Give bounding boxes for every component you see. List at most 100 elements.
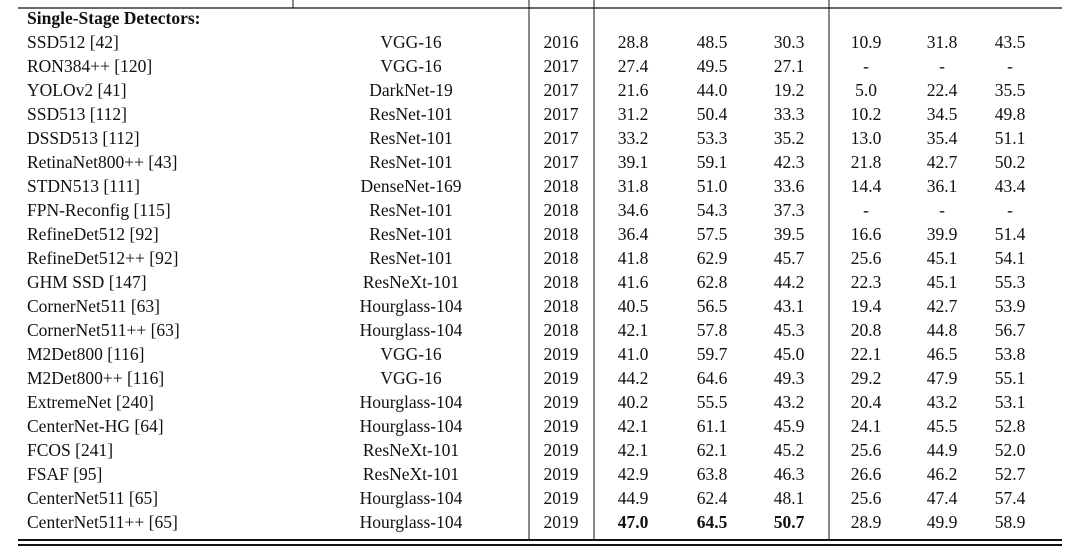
ap-cell: 42.1 [618,320,649,340]
ap50-cell: 59.1 [697,152,728,172]
method-cell: ExtremeNet [240] [27,392,154,412]
backbone-cell: DenseNet-169 [360,176,461,196]
method-cell: CornerNet511++ [63] [27,320,180,340]
backbone-cell: VGG-16 [380,368,441,388]
ap75-cell: 45.3 [774,320,805,340]
ap-large-cell: 52.0 [995,440,1026,460]
ap-medium-cell: 34.5 [927,104,958,124]
ap-cell: 36.4 [618,224,649,244]
ap75-cell: 33.3 [774,104,805,124]
backbone-cell: ResNet-101 [369,104,453,124]
year-cell: 2017 [544,152,579,172]
year-cell: 2019 [544,512,579,532]
backbone-cell: Hourglass-104 [360,296,463,316]
ap50-cell: 63.8 [697,464,728,484]
ap75-cell: 46.3 [774,464,805,484]
method-cell: STDN513 [111] [27,176,140,196]
ap-cell: 47.0 [618,512,649,532]
backbone-cell: ResNeXt-101 [363,272,459,292]
method-cell: CenterNet-HG [64] [27,416,164,436]
ap-medium-cell: 47.9 [927,368,958,388]
ap-small-cell: 5.0 [855,80,877,100]
ap-small-cell: 13.0 [851,128,882,148]
backbone-cell: ResNet-101 [369,152,453,172]
backbone-cell: ResNeXt-101 [363,464,459,484]
ap-medium-cell: 47.4 [927,488,958,508]
ap75-cell: 45.0 [774,344,805,364]
ap-medium-cell: 42.7 [927,152,958,172]
ap-medium-cell: 45.1 [927,248,958,268]
ap-cell: 42.1 [618,440,649,460]
ap-large-cell: 49.8 [995,104,1026,124]
ap50-cell: 56.5 [697,296,728,316]
ap50-cell: 64.6 [697,368,728,388]
method-cell: RON384++ [120] [27,56,152,76]
ap75-cell: 27.1 [774,56,805,76]
ap75-cell: 42.3 [774,152,805,172]
ap-cell: 31.8 [618,176,649,196]
ap-small-cell: 10.9 [851,32,882,52]
year-cell: 2018 [544,200,579,220]
ap75-cell: 43.2 [774,392,805,412]
ap-medium-cell: 35.4 [927,128,958,148]
backbone-cell: Hourglass-104 [360,392,463,412]
ap50-cell: 62.9 [697,248,728,268]
method-cell: FSAF [95] [27,464,102,484]
ap-medium-cell: 45.5 [927,416,958,436]
year-cell: 2018 [544,320,579,340]
ap-cell: 41.6 [618,272,649,292]
ap50-cell: 55.5 [697,392,728,412]
backbone-cell: ResNet-101 [369,128,453,148]
method-cell: YOLOv2 [41] [27,80,127,100]
year-cell: 2018 [544,224,579,244]
ap-small-cell: 22.1 [851,344,882,364]
ap50-cell: 62.1 [697,440,728,460]
backbone-cell: VGG-16 [380,344,441,364]
ap75-cell: 45.7 [774,248,805,268]
ap-small-cell: 16.6 [851,224,882,244]
backbone-cell: Hourglass-104 [360,512,463,532]
backbone-cell: ResNet-101 [369,224,453,244]
backbone-cell: Hourglass-104 [360,488,463,508]
ap50-cell: 54.3 [697,200,728,220]
ap-medium-cell: 49.9 [927,512,958,532]
backbone-cell: Hourglass-104 [360,320,463,340]
ap-cell: 40.2 [618,392,649,412]
ap50-cell: 51.0 [697,176,728,196]
year-cell: 2019 [544,464,579,484]
ap-small-cell: 10.2 [851,104,882,124]
year-cell: 2018 [544,176,579,196]
year-cell: 2019 [544,416,579,436]
method-cell: M2Det800++ [116] [27,368,164,388]
ap-small-cell: - [863,56,869,76]
ap75-cell: 19.2 [774,80,805,100]
ap-large-cell: 35.5 [995,80,1026,100]
year-cell: 2019 [544,368,579,388]
ap75-cell: 45.9 [774,416,805,436]
ap50-cell: 61.1 [697,416,728,436]
year-cell: 2018 [544,248,579,268]
ap-medium-cell: 39.9 [927,224,958,244]
ap75-cell: 35.2 [774,128,805,148]
ap-medium-cell: 31.8 [927,32,958,52]
ap-medium-cell: - [939,56,945,76]
ap-small-cell: 19.4 [851,296,882,316]
backbone-cell: ResNet-101 [369,248,453,268]
ap-cell: 40.5 [618,296,649,316]
ap-cell: 44.2 [618,368,649,388]
method-cell: SSD513 [112] [27,104,127,124]
ap-small-cell: 29.2 [851,368,882,388]
ap75-cell: 45.2 [774,440,805,460]
ap50-cell: 64.5 [697,512,728,532]
ap50-cell: 44.0 [697,80,728,100]
ap-cell: 28.8 [618,32,649,52]
ap75-cell: 44.2 [774,272,805,292]
ap-large-cell: 57.4 [995,488,1026,508]
ap-cell: 42.1 [618,416,649,436]
method-cell: FCOS [241] [27,440,113,460]
method-cell: RefineDet512 [92] [27,224,159,244]
backbone-cell: VGG-16 [380,56,441,76]
ap-large-cell: 53.1 [995,392,1026,412]
ap-small-cell: 28.9 [851,512,882,532]
